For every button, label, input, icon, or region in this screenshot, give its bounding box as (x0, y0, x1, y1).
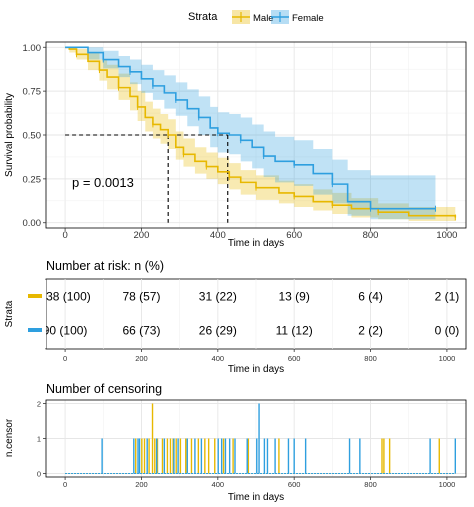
legend-label-female: Female (292, 13, 324, 24)
risk-cell-female: 66 (73) (122, 324, 160, 338)
risk-cell-male: 2 (1) (435, 290, 460, 304)
risk-cell-female: 2 (2) (358, 324, 383, 338)
censoring-x-tick-label: 600 (288, 480, 301, 489)
risk-x-tick-label: 800 (364, 354, 377, 363)
risk-cell-female: 0 (0) (435, 324, 460, 338)
survival-y-tick-label: 0.75 (23, 87, 42, 98)
risk-table-grid (64, 279, 448, 349)
risk-x-tick-label: 1000 (439, 354, 456, 363)
confidence-bands (65, 47, 456, 221)
survival-x-tick-label: 600 (286, 230, 302, 241)
censoring-x-tick-label: 0 (63, 480, 67, 489)
risk-y-axis-title: Strata (4, 300, 15, 327)
survival-y-tick-label: 0.00 (23, 218, 42, 229)
risk-x-axis-title: Time in days (228, 364, 284, 375)
censoring-grid (46, 400, 466, 477)
censoring-y-axis-title: n.censor (4, 418, 15, 457)
survival-y-tick-label: 1.00 (23, 43, 42, 54)
censoring-y-tick-label: 1 (37, 435, 41, 444)
censoring-y-tick-label: 2 (37, 400, 41, 409)
survival-x-axis-title: Time in days (228, 238, 284, 249)
censoring-plot: Number of censoring 0 200 400 600 800 1000 0 1 2… (4, 382, 467, 503)
censoring-bars (65, 403, 457, 474)
risk-table-left-mask (0, 280, 46, 348)
censoring-axes: 0 200 400 600 800 1000 0 1 2 (37, 400, 455, 490)
p-value-annotation: p = 0.0013 (72, 175, 134, 190)
risk-x-tick-label: 0 (63, 354, 67, 363)
risk-table-title: Number at risk: n (%) (46, 259, 164, 273)
risk-cell-male: 78 (57) (122, 290, 160, 304)
risk-cell-male: 6 (4) (358, 290, 383, 304)
censor-marks (76, 51, 456, 221)
survival-x-tick-label: 400 (210, 230, 226, 241)
survival-y-tick-label: 0.25 (23, 174, 42, 185)
median-lines (65, 134, 229, 223)
risk-x-tick-label: 200 (135, 354, 148, 363)
legend-item-male: Male (232, 10, 274, 24)
legend-title: Strata (188, 11, 218, 23)
survival-y-axis-title: Survival probability (4, 93, 15, 177)
legend-item-female: Female (271, 10, 324, 24)
risk-x-tick-label: 600 (288, 354, 301, 363)
survival-axes: 0 200 400 600 800 1000 0.00 0.25 0.50 0.75 1.00 (23, 43, 458, 241)
risk-cell-male: 138 (100) (39, 290, 90, 304)
survival-y-tick-label: 0.50 (23, 131, 42, 142)
censoring-x-tick-label: 1000 (439, 480, 456, 489)
censoring-y-tick-label: 0 (37, 470, 41, 479)
confidence-band-male (65, 47, 456, 221)
risk-cell-female: 90 (100) (43, 324, 88, 338)
risk-cell-male: 31 (22) (199, 290, 237, 304)
censoring-x-axis-title: Time in days (228, 492, 284, 503)
censoring-x-tick-label: 800 (364, 480, 377, 489)
survival-x-tick-label: 800 (363, 230, 379, 241)
censoring-title: Number of censoring (46, 382, 162, 396)
survival-x-tick-label: 200 (134, 230, 150, 241)
legend-label-male: Male (253, 13, 274, 24)
survival-plot: 0 200 400 600 800 1000 0.00 0.25 0.50 0.75 1.00 p … (4, 41, 467, 249)
risk-cell-male: 13 (9) (279, 290, 310, 304)
censoring-x-tick-label: 400 (212, 480, 225, 489)
risk-x-tick-label: 400 (212, 354, 225, 363)
risk-cell-female: 11 (12) (276, 324, 313, 338)
confidence-band-female (65, 47, 436, 220)
risk-table-axes: 0 200 400 600 800 1000 (28, 294, 456, 363)
survival-x-tick-label: 0 (62, 230, 67, 241)
risk-table-cells: 138 (100) 78 (57) 31 (22) 13 (9) 6 (4) 2 (1) 9… (0, 280, 459, 348)
risk-table: Number at risk: n (%) 138 (100) 78 (57) 31… (0, 259, 467, 375)
legend: Strata Male Female (188, 10, 324, 24)
survival-x-tick-label: 1000 (436, 230, 457, 241)
censoring-x-tick-label: 200 (135, 480, 148, 489)
risk-cell-female: 26 (29) (199, 324, 237, 338)
